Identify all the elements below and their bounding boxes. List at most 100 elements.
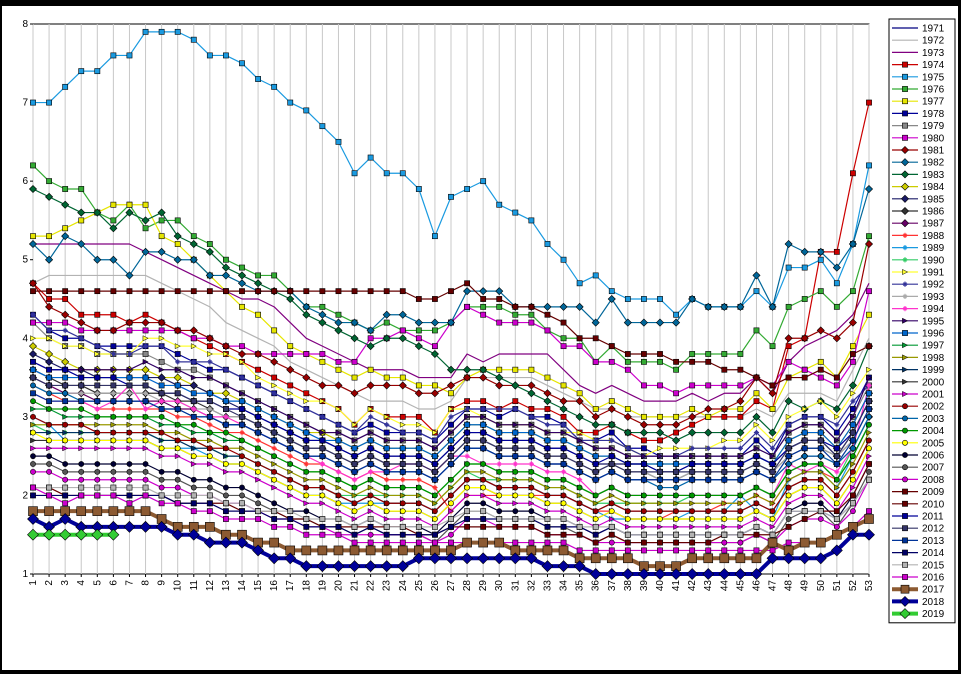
data-point [364,560,377,573]
data-point [462,537,472,548]
data-point [174,437,181,444]
data-point [223,437,230,444]
data-point [902,257,908,263]
data-point [415,523,422,530]
data-point [576,280,583,287]
data-point [110,398,117,405]
x-tick-label: 19 [317,580,328,592]
data-point [432,508,438,515]
y-tick-label: 2 [22,490,28,501]
data-point [576,429,583,436]
data-point [46,327,52,334]
data-point [866,445,872,452]
series-2018 [27,513,875,580]
data-point [78,288,85,295]
data-point [319,398,326,405]
data-point [817,256,824,263]
data-point [720,302,729,311]
data-point [287,508,294,515]
data-point [641,539,647,546]
data-point [62,288,69,295]
data-point [255,311,261,318]
data-point [560,445,567,452]
data-point [560,508,567,515]
data-point [255,476,262,483]
data-point [158,327,165,334]
data-point [158,484,165,491]
data-point [43,528,56,541]
data-point [448,421,454,428]
data-point [46,366,52,373]
data-point [657,484,663,491]
x-tick-label: 32 [526,580,537,592]
data-point [753,523,760,530]
data-point [335,366,342,373]
x-tick-label: 51 [832,580,843,592]
data-point [351,515,358,523]
data-point [110,468,117,475]
data-point [302,373,311,382]
data-point-stroke [903,233,907,238]
data-point [432,492,438,499]
data-point [126,421,133,428]
data-point [271,327,278,334]
data-point [62,382,69,389]
data-point [560,531,567,538]
data-point [351,453,358,460]
data-point [46,319,52,326]
data-point [496,500,503,507]
data-point [480,445,487,452]
data-point [78,429,85,436]
data-point [902,378,909,385]
data-point [142,468,149,475]
data-point [641,413,647,420]
data-point [78,445,85,452]
data-point [286,365,295,374]
legend-item: 1998 [892,353,945,364]
data-point [399,531,406,538]
data-point [142,445,149,452]
data-point [866,382,872,389]
data-point [864,239,874,249]
data-point [512,476,519,483]
data-point-stroke [240,375,244,380]
data-point [721,516,728,522]
data-point [753,421,760,428]
data-point [557,560,570,573]
data-point [850,170,856,177]
data-point [850,453,856,460]
data-point [753,453,760,460]
data-point-stroke [127,352,132,356]
data-point [801,445,808,452]
data-point [705,413,712,420]
data-point [448,445,454,452]
data-point-stroke [63,328,68,333]
data-point [110,484,117,491]
data-point [689,539,696,546]
data-point [850,468,856,475]
data-point [721,531,728,538]
data-point [544,437,551,444]
data-point [734,568,747,580]
data-point [737,508,744,515]
data-point [126,484,133,491]
x-tick-label: 29 [478,580,489,592]
data-point [77,208,86,217]
data-point [110,476,117,483]
data-point [850,358,856,365]
data-point [430,318,439,327]
data-point [158,382,165,389]
data-point [464,508,470,515]
data-point [816,326,825,335]
data-point [383,531,390,538]
x-tick-label: 10 [173,580,184,592]
data-point [769,406,776,412]
data-point [833,303,840,310]
data-point [866,398,872,405]
data-point [902,134,908,141]
data-point-stroke [850,399,855,404]
data-point [255,429,261,436]
data-point [817,398,824,405]
data-point [239,500,245,507]
data-point [737,476,744,483]
